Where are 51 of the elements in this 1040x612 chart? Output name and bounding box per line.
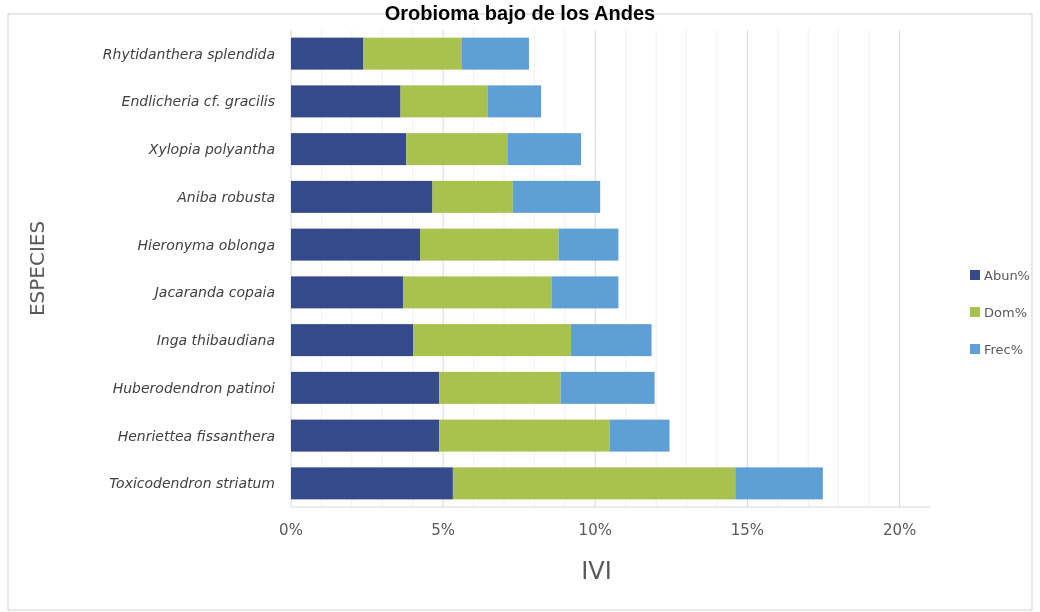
bar xyxy=(560,371,655,404)
legend-label: Abun% xyxy=(984,267,1030,283)
legend-label: Frec% xyxy=(984,341,1024,357)
bar xyxy=(413,324,571,357)
y-tick-label: Rhytidanthera splendida xyxy=(102,45,275,62)
bar xyxy=(735,467,823,500)
x-tick-label: 0% xyxy=(279,521,303,539)
y-tick-label: Hieronyma oblonga xyxy=(137,236,275,253)
legend-label: Dom% xyxy=(984,304,1027,320)
bar xyxy=(512,180,601,213)
bar xyxy=(570,324,652,357)
bar xyxy=(507,133,581,166)
y-tick-label: Jacaranda copaia xyxy=(151,284,275,301)
bar xyxy=(609,419,670,452)
bar xyxy=(291,371,440,404)
bar xyxy=(363,37,463,70)
y-tick-label: Henriettea fissanthera xyxy=(117,427,275,444)
y-tick-label: Xylopia polyantha xyxy=(147,141,275,158)
bar xyxy=(291,37,364,70)
y-tick-label: Huberodendron patinoi xyxy=(112,379,276,396)
bar xyxy=(291,324,414,357)
x-tick-label: 5% xyxy=(431,521,456,539)
x-axis-title: IVI xyxy=(581,557,612,585)
y-tick-label: Aniba robusta xyxy=(176,188,275,205)
bar xyxy=(551,276,619,309)
bar xyxy=(452,467,736,500)
y-tick-label: Endlicheria cf. gracilis xyxy=(121,93,275,110)
bar xyxy=(420,228,559,261)
bar xyxy=(400,85,488,118)
bar xyxy=(291,85,401,118)
bar xyxy=(439,419,610,452)
bar xyxy=(291,419,440,452)
x-tick-label: 20% xyxy=(882,521,917,539)
bar xyxy=(291,228,421,261)
y-tick-label: Inga thibaudiana xyxy=(156,332,275,349)
y-tick-label: Toxicodendron striatum xyxy=(109,475,275,492)
bar xyxy=(406,133,508,166)
y-axis-title: ESPECIES xyxy=(25,220,49,317)
bar xyxy=(402,276,552,309)
bar xyxy=(291,276,403,309)
x-tick-label: 10% xyxy=(578,521,612,539)
bar xyxy=(291,133,407,166)
chart-title: Orobioma bajo de los Andes xyxy=(384,2,656,24)
bar xyxy=(439,371,561,404)
x-tick-label: 15% xyxy=(730,521,765,539)
bar xyxy=(462,37,529,70)
bar xyxy=(291,467,453,500)
bar xyxy=(432,180,513,213)
bar xyxy=(487,85,542,118)
bar xyxy=(291,180,433,213)
bar xyxy=(558,228,619,261)
